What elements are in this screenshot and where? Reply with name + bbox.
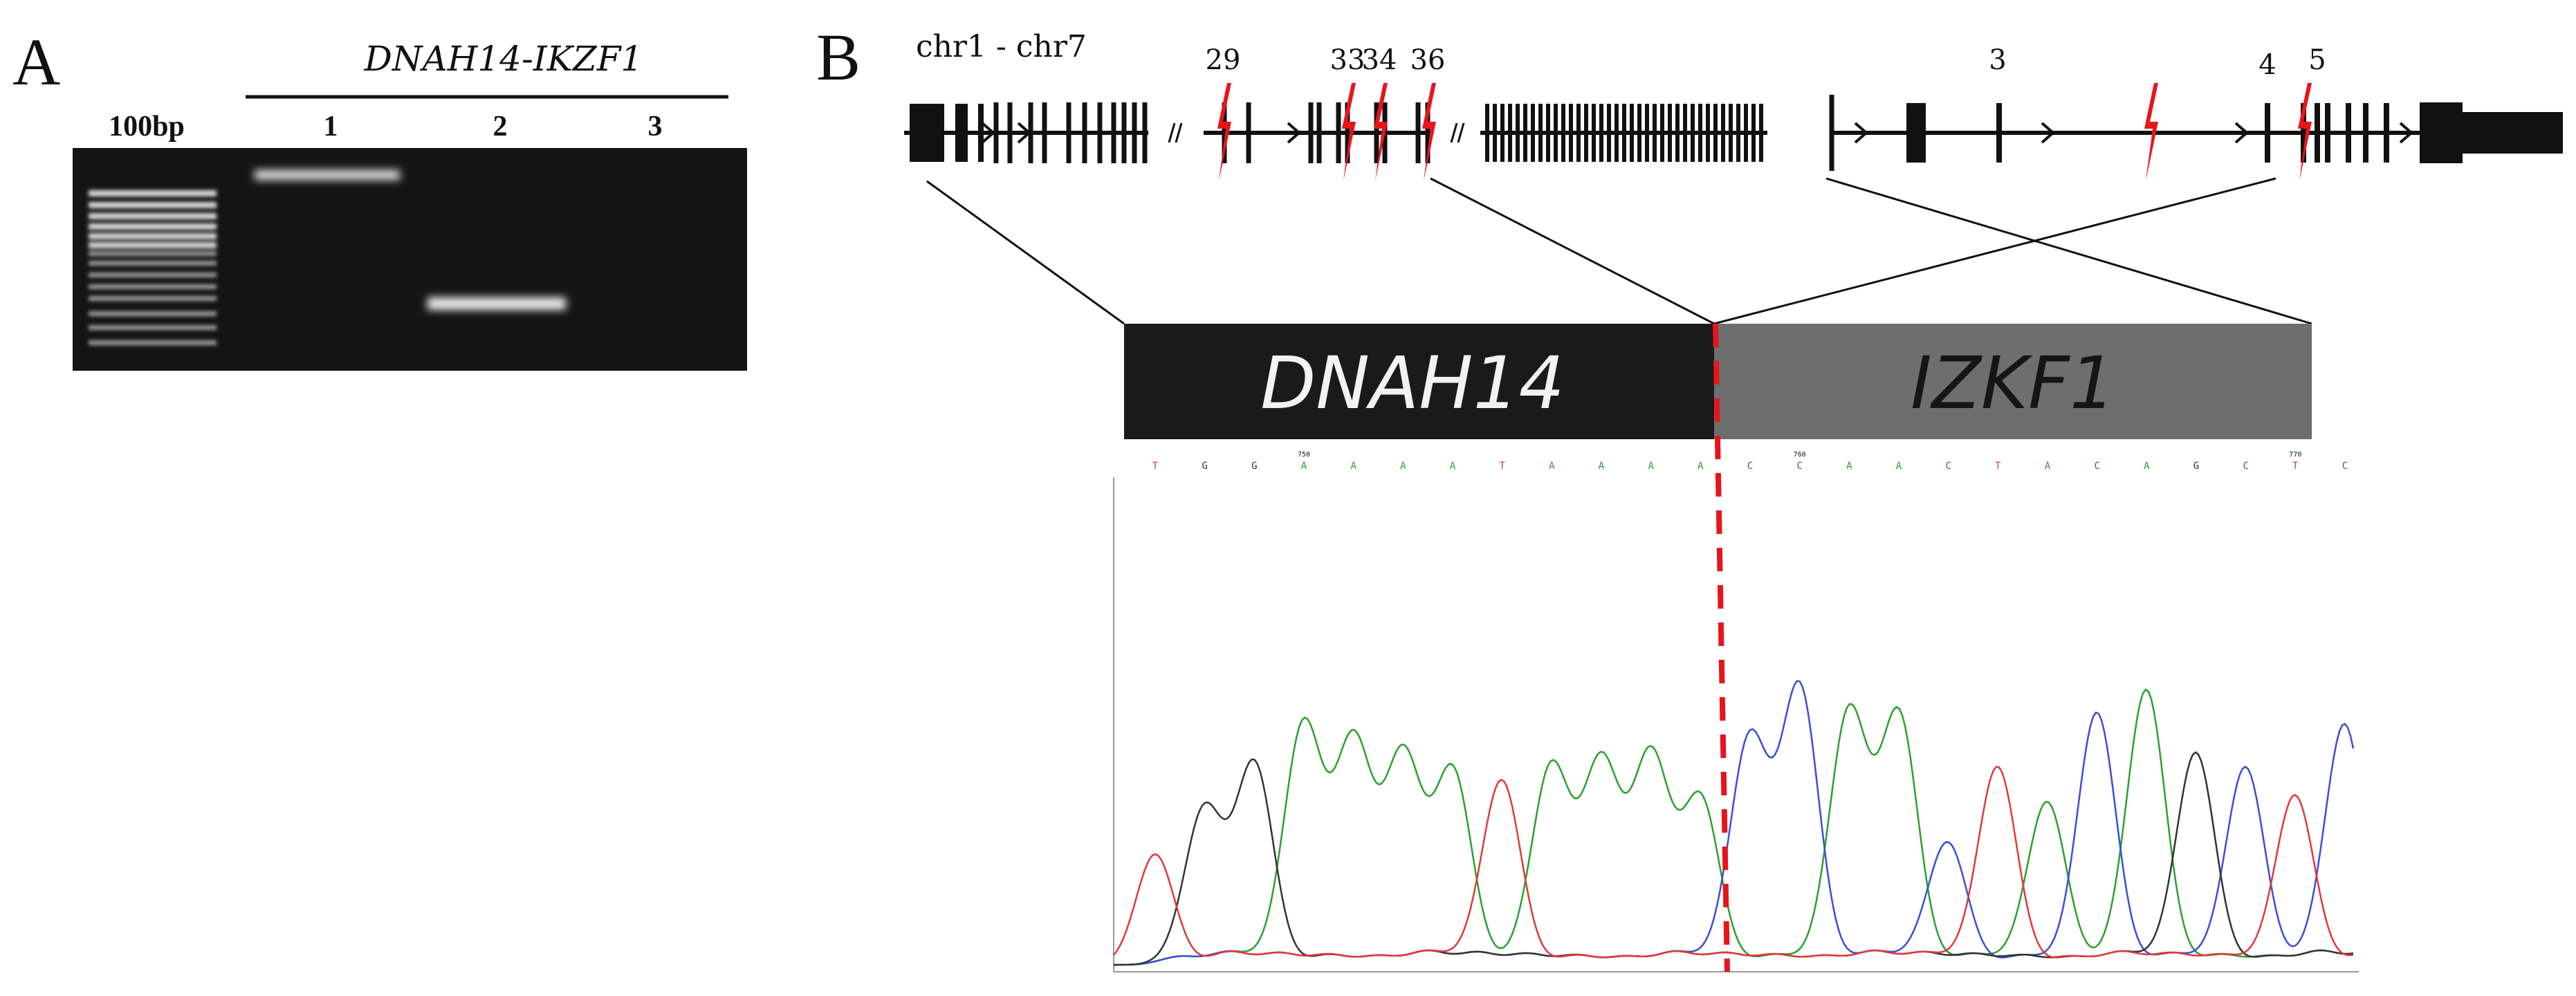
ladder-band bbox=[89, 242, 217, 248]
sequence-base: C bbox=[2342, 461, 2348, 472]
sequence-base: T bbox=[1152, 461, 1159, 472]
gel-lane-label-2: 2 bbox=[493, 111, 508, 142]
ladder-band bbox=[89, 284, 217, 289]
sequence-base: C bbox=[2243, 461, 2248, 472]
exon-number-4: 4 bbox=[2258, 49, 2276, 81]
lightning-bolt-icon bbox=[1342, 83, 1356, 181]
ladder-band bbox=[89, 233, 217, 239]
gel-lane-label-ladder: 100bp bbox=[109, 111, 185, 142]
sequence-position-label: 750 bbox=[1298, 451, 1310, 459]
sequence-base: A bbox=[1549, 461, 1555, 472]
sequence-base: G bbox=[1251, 461, 1257, 472]
lightning-bolt-icon bbox=[2144, 83, 2158, 181]
ladder-band bbox=[89, 202, 217, 208]
gel-title: DNAH14-IKZF1 bbox=[364, 39, 643, 79]
gel-ladder bbox=[89, 190, 217, 345]
sequence-base: C bbox=[1747, 461, 1753, 472]
exon-number-3: 3 bbox=[1989, 44, 2006, 76]
panel-a: A DNAH14-IKZF1 100bp 1 2 3 bbox=[12, 25, 747, 371]
exon-number-33: 33 bbox=[1330, 44, 1365, 76]
gel-lane-label-1: 1 bbox=[324, 111, 338, 142]
chromatogram-trace-G bbox=[1114, 751, 2354, 966]
sequence-base: A bbox=[1599, 461, 1605, 472]
lightning-bolt-icon bbox=[1374, 83, 1388, 181]
ladder-band bbox=[89, 296, 217, 301]
ladder-band bbox=[89, 273, 217, 277]
fusion-box-dnah14 bbox=[1124, 324, 1714, 439]
gel-band-lane-1 bbox=[255, 170, 400, 180]
sequence-base: A bbox=[1301, 461, 1307, 472]
sequence-base: T bbox=[2292, 461, 2299, 472]
sequence-base: A bbox=[1350, 461, 1356, 472]
gel-lane-label-3: 3 bbox=[648, 111, 663, 142]
sequence-base: T bbox=[1995, 461, 2001, 472]
chromatogram-trace-A bbox=[1114, 688, 2354, 966]
ikzf1-gene-structure bbox=[1829, 95, 2563, 171]
exon-number-36: 36 bbox=[1410, 44, 1446, 76]
fusion-gene-label-ikzf1: IZKF1 bbox=[1911, 341, 2115, 425]
chromosome-label: chr1 - chr7 bbox=[916, 29, 1087, 64]
exon-number-29: 29 bbox=[1206, 44, 1241, 76]
ladder-band bbox=[89, 190, 217, 196]
lightning-bolt-icon bbox=[1422, 83, 1436, 181]
ladder-band bbox=[89, 213, 217, 219]
dnah14-gene-structure bbox=[904, 102, 1767, 163]
sequence-base: A bbox=[1896, 461, 1902, 472]
breakpoint-dashed-line bbox=[1713, 323, 1730, 972]
panel-a-letter: A bbox=[12, 25, 60, 99]
sequence-base: C bbox=[1945, 461, 1951, 472]
exon-number-34: 34 bbox=[1362, 44, 1397, 76]
sequence-position-label: 760 bbox=[1794, 451, 1806, 459]
panel-b: B chr1 - chr7 29 33 34 36 3 4 5 DNAH14 I… bbox=[816, 20, 2563, 972]
sequence-base: A bbox=[2045, 461, 2051, 472]
sequence-base: A bbox=[1698, 461, 1704, 472]
lightning-bolt-icon bbox=[2298, 83, 2312, 181]
ladder-band bbox=[89, 340, 217, 345]
chromatogram-trace-T bbox=[1113, 766, 2354, 959]
fusion-gene-label-dnah14: DNAH14 bbox=[1260, 341, 1565, 425]
sequence-base: A bbox=[2144, 461, 2150, 472]
chromatogram-traces bbox=[1113, 679, 2355, 966]
exon-number-5: 5 bbox=[2308, 44, 2326, 76]
sequence-base: C bbox=[2094, 461, 2099, 472]
sequence-position-label: 770 bbox=[2289, 451, 2301, 459]
ladder-band bbox=[89, 251, 217, 256]
ladder-band bbox=[89, 325, 217, 330]
sequence-base: A bbox=[1846, 461, 1852, 472]
breakpoint-bolt-icons bbox=[1217, 83, 2312, 181]
gel-image bbox=[73, 148, 747, 371]
panel-b-letter: B bbox=[816, 20, 861, 94]
sequence-base: A bbox=[1400, 461, 1406, 472]
sequence-base: T bbox=[1499, 461, 1505, 472]
ladder-band bbox=[89, 261, 217, 266]
sequence-base: A bbox=[1648, 461, 1654, 472]
fusion-connector-lines bbox=[926, 177, 2312, 325]
ladder-band bbox=[89, 311, 217, 316]
sequence-base: G bbox=[1202, 461, 1207, 472]
ladder-band bbox=[89, 223, 217, 230]
sequence-base: G bbox=[2193, 461, 2199, 472]
sequence-base: C bbox=[1796, 461, 1802, 472]
fusion-box-ikzf1 bbox=[1714, 324, 2312, 439]
sequence-position-labels: 750 760 770 bbox=[1298, 451, 2301, 459]
lightning-bolt-icon bbox=[1217, 83, 1231, 181]
gel-band-lane-2 bbox=[427, 297, 566, 310]
sequence-base: A bbox=[1450, 461, 1456, 472]
